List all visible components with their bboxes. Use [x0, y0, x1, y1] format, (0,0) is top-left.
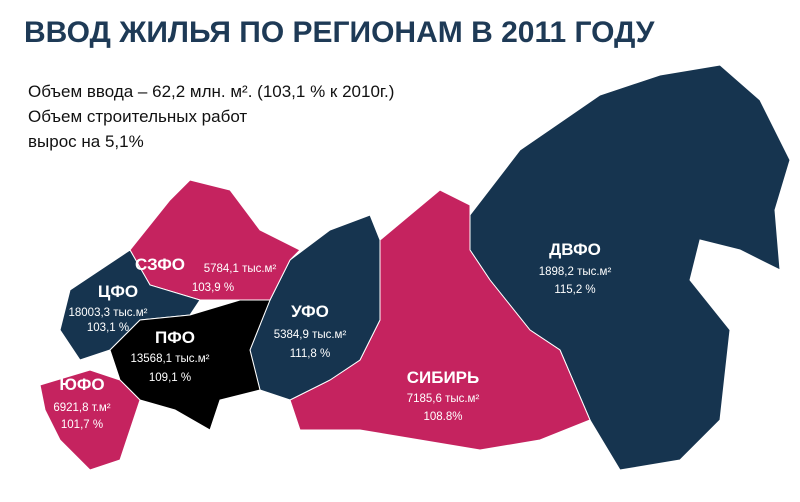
region-value: 108.8%: [423, 411, 462, 423]
subtitle-line: вырос на 5,1%: [28, 132, 144, 151]
subtitle-line: Объем строительных работ: [28, 107, 247, 126]
region-name: ЮФО: [59, 375, 104, 394]
region-value: 103,9 %: [192, 282, 234, 294]
region-value: 5384,9 тыс.м²: [274, 329, 347, 341]
subtitle-line: Объем ввода – 62,2 млн. м². (103,1 % к 2…: [28, 82, 394, 101]
region-value: 5784,1 тыс.м²: [204, 263, 277, 275]
region-value: 1898,2 тыс.м²: [539, 266, 612, 278]
region-value: 103,1 %: [87, 322, 129, 334]
region-name: ДВФО: [549, 240, 601, 259]
region-value: 115,2 %: [554, 284, 595, 296]
region-value: 101,7 %: [61, 419, 103, 431]
region-value: 111,8 %: [290, 348, 331, 360]
region-name: СЗФО: [135, 255, 185, 274]
region-value: 109,1 %: [149, 372, 191, 384]
region-value: 6921,8 т.м²: [53, 402, 110, 414]
region-value: 7185,6 тыс.м²: [407, 393, 480, 405]
region-name: ПФО: [155, 328, 195, 347]
map: [39, 64, 791, 471]
title: ВВОД ЖИЛЬЯ ПО РЕГИОНАМ В 2011 ГОДУ: [24, 16, 655, 49]
region-yufo: [39, 369, 141, 471]
region-name: СИБИРЬ: [407, 368, 480, 387]
region-value: 18003,3 тыс.м²: [69, 307, 148, 319]
region-name: УФО: [291, 302, 329, 321]
region-value: 13568,1 тыс.м²: [131, 353, 210, 365]
labels: СЗФО 5784,1 тыс.м² 103,9 % ЦФО 18003,3 тыс.м…: [53, 240, 611, 431]
region-name: ЦФО: [98, 282, 138, 301]
